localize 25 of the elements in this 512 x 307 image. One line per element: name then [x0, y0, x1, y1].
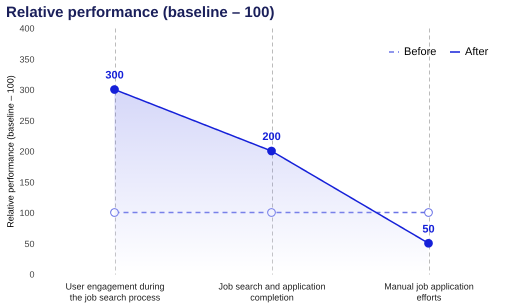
data-label: 300	[105, 70, 124, 82]
y-tick-label: 100	[19, 208, 34, 218]
y-tick-label: 400	[19, 24, 34, 34]
point	[267, 146, 276, 156]
y-tick-label: 150	[19, 177, 34, 188]
point	[110, 85, 119, 94]
point	[424, 208, 433, 217]
y-axis-title: Relative performance (baseline – 100)	[5, 75, 16, 228]
legend-label: Before	[404, 46, 436, 58]
y-tick-label: 300	[19, 85, 34, 95]
y-tick-label: 0	[29, 270, 34, 280]
y-tick-label: 50	[24, 238, 34, 249]
y-tick-label: 250	[19, 116, 34, 126]
y-tick-label: 200	[19, 146, 34, 156]
x-tick-label: Job search and application completion	[218, 282, 326, 302]
x-tick-label: User engagement during the job search process	[65, 282, 165, 302]
legend-label: After	[465, 46, 489, 58]
data-label: 200	[262, 131, 281, 143]
point	[267, 208, 276, 217]
chart-title: Relative performance (baseline – 100)	[6, 4, 274, 21]
data-label: 50	[422, 223, 435, 236]
point	[110, 208, 119, 217]
x-tick-label: Manual job application efforts	[384, 282, 474, 302]
point	[424, 238, 433, 248]
y-tick-label: 350	[19, 54, 34, 64]
